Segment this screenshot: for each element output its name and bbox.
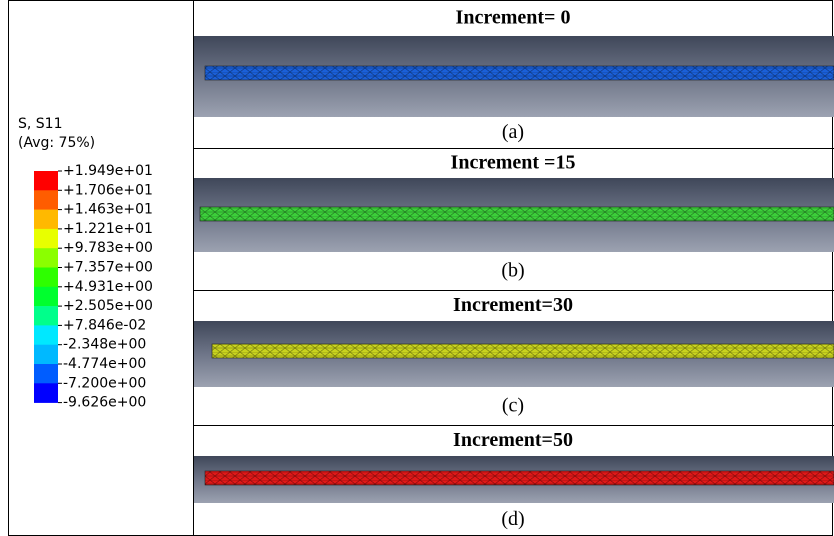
legend-swatch (34, 325, 58, 345)
legend-label: +9.783e+00 (63, 240, 153, 256)
legend-swatch (34, 190, 58, 210)
legend-swatch (34, 210, 58, 230)
panel-caption: (b) (501, 260, 524, 282)
panel-title: Increment=30 (453, 294, 573, 316)
legend-title: S, S11 (18, 116, 63, 132)
legend-label: +4.931e+00 (63, 279, 153, 295)
rod-mesh (205, 471, 834, 485)
figure: S, S11 (Avg: 75%) +1.949e+01 +1.706e+01 +1… (0, 0, 834, 536)
legend-label: -7.200e+00 (63, 375, 146, 391)
legend-swatch (34, 383, 58, 403)
rod-mesh (200, 207, 834, 221)
legend-label: +1.221e+01 (63, 221, 153, 237)
legend-swatch (34, 345, 58, 365)
panel-caption: (c) (502, 395, 524, 417)
legend-swatch (34, 171, 58, 191)
panel-title: Increment =15 (451, 152, 576, 174)
legend-label: -9.626e+00 (63, 395, 146, 411)
legend-swatch (34, 248, 58, 268)
legend-swatch (34, 229, 58, 249)
legend-swatch (34, 287, 58, 307)
panel-title: Increment=50 (453, 429, 573, 451)
legend-subtitle: (Avg: 75%) (18, 135, 95, 151)
legend-label: -4.774e+00 (63, 356, 146, 372)
legend-label: +1.949e+01 (63, 163, 153, 179)
rod-mesh (205, 66, 834, 80)
rod-mesh (212, 344, 834, 358)
legend-swatch (34, 364, 58, 384)
legend-label: -2.348e+00 (63, 337, 146, 353)
legend-label: +7.357e+00 (63, 260, 153, 276)
panel-caption: (a) (502, 121, 524, 143)
panel-caption: (d) (501, 508, 524, 530)
legend-label: +1.706e+01 (63, 182, 153, 198)
legend-label: +1.463e+01 (63, 202, 153, 218)
legend-swatch (34, 306, 58, 326)
panel-title: Increment= 0 (456, 7, 571, 29)
legend-label: +2.505e+00 (63, 298, 153, 314)
legend-swatch (34, 268, 58, 288)
legend-label: +7.846e-02 (63, 317, 146, 333)
